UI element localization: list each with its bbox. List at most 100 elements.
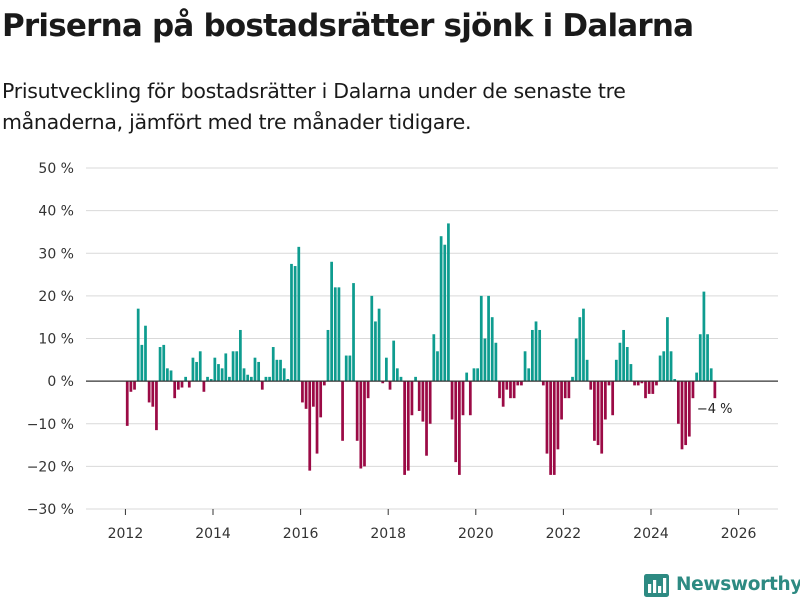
bar xyxy=(144,325,147,382)
bar xyxy=(644,381,647,399)
bar xyxy=(322,381,326,386)
bar xyxy=(684,381,688,446)
bar xyxy=(578,317,582,382)
newsworthy-logo[interactable]: Newsworthy xyxy=(644,568,800,600)
bar xyxy=(326,329,330,382)
bar xyxy=(399,376,403,382)
bar xyxy=(556,381,560,450)
bar xyxy=(377,308,381,382)
bar xyxy=(147,381,151,403)
bar xyxy=(633,381,636,386)
bar xyxy=(180,381,184,388)
bar xyxy=(253,357,257,382)
bar xyxy=(374,321,377,382)
logo-text: Newsworthy xyxy=(676,573,800,595)
bar xyxy=(213,357,217,382)
bar xyxy=(527,368,531,382)
bar xyxy=(545,381,549,454)
bar xyxy=(432,334,436,382)
bar xyxy=(655,381,658,386)
bar xyxy=(450,381,454,420)
bar xyxy=(140,344,144,382)
bar xyxy=(392,340,396,382)
bar xyxy=(709,368,713,382)
x-tick-label: 2018 xyxy=(370,526,406,542)
bar xyxy=(129,381,133,392)
bar xyxy=(625,347,629,382)
x-tick-label: 2016 xyxy=(283,526,319,542)
bar xyxy=(472,368,476,382)
bar xyxy=(454,381,458,463)
bar xyxy=(370,295,374,382)
bar xyxy=(465,372,469,382)
y-tick-label: 50 % xyxy=(38,161,74,177)
bar xyxy=(330,261,333,382)
bar xyxy=(501,381,505,407)
y-tick-label: 10 % xyxy=(38,332,74,348)
bar xyxy=(589,381,593,390)
bar xyxy=(268,376,271,382)
bar xyxy=(395,368,399,382)
bar xyxy=(239,329,242,382)
bar xyxy=(523,351,527,382)
bar xyxy=(176,381,180,390)
bar xyxy=(410,381,414,416)
bar xyxy=(636,381,640,386)
bar xyxy=(582,308,585,382)
chart-bars-icon xyxy=(644,573,669,597)
bar xyxy=(206,376,209,382)
bar xyxy=(600,381,604,454)
bar xyxy=(301,381,304,403)
bar xyxy=(173,381,177,399)
bar xyxy=(333,287,337,382)
bar xyxy=(673,378,677,382)
bar xyxy=(246,374,250,382)
y-tick-label: 20 % xyxy=(38,289,74,305)
x-tick-label: 2020 xyxy=(458,526,494,542)
bar xyxy=(706,334,709,382)
bar xyxy=(447,223,450,382)
bar xyxy=(308,381,312,471)
bar xyxy=(461,381,465,416)
bar xyxy=(549,381,552,475)
bar xyxy=(414,376,417,382)
bar xyxy=(257,361,261,382)
bar xyxy=(359,381,363,469)
chart-title: Priserna på bostadsrätter sjönk i Dalarn… xyxy=(2,8,694,44)
bar xyxy=(516,381,520,386)
bar xyxy=(658,355,662,382)
bar xyxy=(662,351,666,382)
bar-chart: 50 % 40 % 30 % 20 % 10 % 0 % −10 % −20 % −30 % 20… xyxy=(27,161,778,542)
bar xyxy=(541,381,545,386)
bar xyxy=(195,361,198,382)
bar xyxy=(676,381,680,424)
bar xyxy=(698,334,702,382)
bar xyxy=(567,381,571,399)
bar xyxy=(341,381,344,441)
bar xyxy=(498,381,501,399)
bar xyxy=(406,381,410,471)
bar xyxy=(231,351,235,382)
bar xyxy=(169,370,173,382)
bar xyxy=(552,381,556,475)
bar xyxy=(680,381,684,450)
bar xyxy=(563,381,567,399)
y-tick-label: −30 % xyxy=(27,502,74,518)
bar xyxy=(702,291,706,382)
bar xyxy=(166,368,169,382)
bar xyxy=(614,359,618,382)
bar xyxy=(483,338,487,382)
bar xyxy=(125,381,129,426)
bar xyxy=(468,381,472,416)
bar xyxy=(363,381,366,467)
bar xyxy=(538,329,542,382)
bar xyxy=(381,381,385,384)
bar xyxy=(275,359,279,382)
bar xyxy=(282,368,286,382)
bar xyxy=(458,381,461,475)
bar xyxy=(264,376,268,382)
bar xyxy=(228,376,231,382)
bar xyxy=(421,381,425,422)
bar xyxy=(260,381,264,390)
bar xyxy=(651,381,655,394)
